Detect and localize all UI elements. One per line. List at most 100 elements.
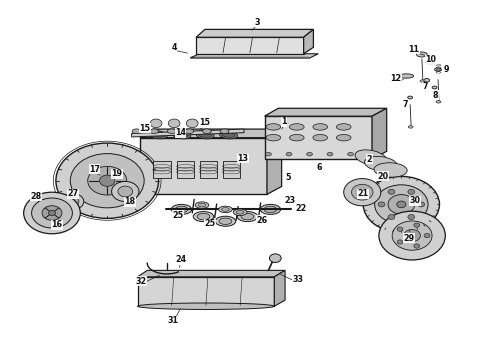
Text: 29: 29 [403, 234, 414, 243]
Text: 27: 27 [68, 189, 78, 198]
Circle shape [270, 254, 281, 262]
Circle shape [378, 202, 385, 207]
Polygon shape [140, 138, 267, 194]
Ellipse shape [355, 150, 387, 166]
Ellipse shape [167, 129, 176, 134]
Ellipse shape [220, 129, 229, 134]
Ellipse shape [236, 211, 244, 214]
Polygon shape [274, 270, 285, 306]
Ellipse shape [286, 152, 292, 156]
Text: 15: 15 [139, 123, 150, 132]
Circle shape [397, 201, 406, 208]
Polygon shape [138, 270, 285, 277]
Text: 24: 24 [175, 255, 186, 264]
Text: 30: 30 [410, 196, 420, 205]
Text: 6: 6 [317, 163, 322, 172]
Ellipse shape [264, 206, 277, 213]
Text: 9: 9 [443, 65, 449, 74]
Text: 22: 22 [295, 204, 307, 213]
Text: 26: 26 [257, 216, 268, 225]
Polygon shape [267, 129, 282, 194]
Text: 17: 17 [89, 165, 100, 174]
Ellipse shape [416, 52, 427, 57]
Polygon shape [304, 30, 314, 54]
Ellipse shape [290, 134, 304, 141]
Text: 20: 20 [377, 172, 389, 181]
Ellipse shape [221, 132, 235, 138]
Circle shape [150, 119, 162, 128]
Bar [199, 161, 217, 178]
Ellipse shape [336, 134, 351, 141]
Circle shape [388, 215, 395, 220]
Ellipse shape [150, 129, 159, 134]
Ellipse shape [313, 134, 328, 141]
Ellipse shape [336, 124, 351, 130]
Circle shape [67, 197, 79, 206]
Polygon shape [138, 277, 274, 306]
Ellipse shape [219, 218, 232, 225]
Text: 18: 18 [124, 197, 136, 206]
Ellipse shape [347, 152, 353, 156]
Circle shape [62, 194, 84, 210]
Ellipse shape [266, 152, 271, 156]
Text: 3: 3 [254, 18, 260, 27]
Circle shape [404, 229, 420, 242]
Text: 7: 7 [422, 82, 428, 91]
Circle shape [112, 181, 139, 202]
Ellipse shape [241, 213, 254, 220]
Ellipse shape [420, 80, 425, 82]
Text: 28: 28 [30, 192, 42, 201]
Ellipse shape [266, 124, 281, 130]
Circle shape [424, 233, 430, 238]
Polygon shape [265, 108, 387, 116]
Text: 13: 13 [237, 154, 248, 163]
Circle shape [88, 166, 127, 195]
Ellipse shape [233, 209, 247, 216]
Ellipse shape [198, 203, 206, 207]
Ellipse shape [193, 212, 214, 222]
Ellipse shape [307, 152, 313, 156]
Circle shape [186, 119, 198, 128]
Text: 23: 23 [284, 196, 295, 205]
Bar [176, 161, 194, 178]
Text: 4: 4 [172, 43, 177, 52]
Ellipse shape [266, 134, 281, 141]
Circle shape [168, 119, 180, 128]
Circle shape [414, 223, 419, 227]
Text: 25: 25 [204, 219, 216, 228]
Ellipse shape [138, 303, 274, 310]
Circle shape [375, 185, 428, 224]
Ellipse shape [171, 204, 192, 215]
Text: 11: 11 [408, 45, 419, 54]
Circle shape [49, 211, 55, 216]
Ellipse shape [313, 124, 328, 130]
Ellipse shape [436, 100, 441, 103]
Circle shape [118, 186, 133, 197]
Ellipse shape [215, 216, 236, 226]
Ellipse shape [197, 213, 210, 220]
Polygon shape [196, 30, 314, 37]
Polygon shape [265, 116, 372, 159]
Ellipse shape [132, 129, 141, 134]
Circle shape [414, 244, 419, 248]
Ellipse shape [175, 206, 188, 213]
Bar [153, 161, 171, 178]
Text: 5: 5 [285, 174, 291, 183]
Polygon shape [132, 129, 244, 137]
Circle shape [31, 198, 73, 228]
Circle shape [24, 192, 80, 234]
Text: 8: 8 [433, 91, 439, 100]
Circle shape [56, 143, 159, 219]
Text: 1: 1 [281, 117, 287, 126]
Ellipse shape [432, 86, 437, 89]
Ellipse shape [408, 126, 413, 128]
Circle shape [408, 215, 415, 220]
Ellipse shape [221, 208, 229, 211]
Polygon shape [190, 54, 318, 58]
Circle shape [388, 189, 395, 194]
Circle shape [397, 227, 403, 231]
Circle shape [42, 206, 62, 220]
Circle shape [351, 184, 373, 200]
Ellipse shape [327, 152, 333, 156]
Ellipse shape [175, 132, 188, 138]
